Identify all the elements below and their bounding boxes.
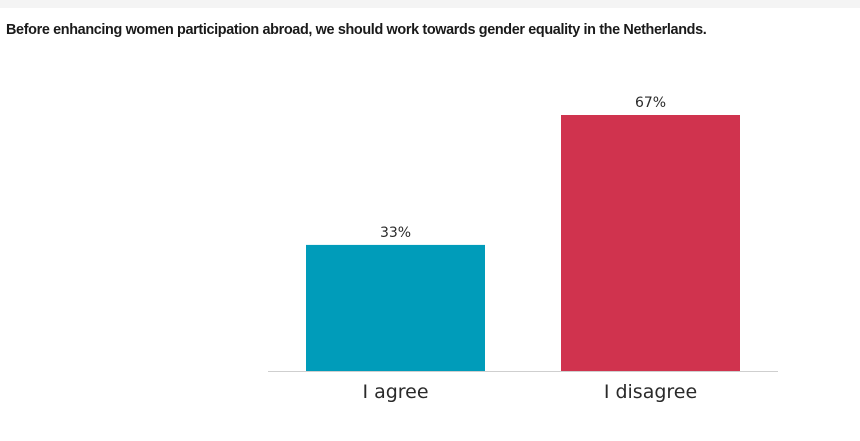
data-label-1: 33%	[380, 225, 411, 241]
x-tick-label-2: I disagree	[604, 381, 697, 403]
chart-title: Before enhancing women participation abr…	[6, 22, 707, 38]
data-label-2: 67%	[635, 95, 666, 111]
x-tick-label-1: I agree	[362, 381, 428, 403]
bars-group	[306, 115, 740, 371]
bar-i-disagree	[561, 115, 740, 371]
labels-group: 33% I agree 67% I disagree	[362, 95, 697, 403]
bar-i-agree	[306, 244, 485, 371]
top-strip	[0, 0, 860, 8]
